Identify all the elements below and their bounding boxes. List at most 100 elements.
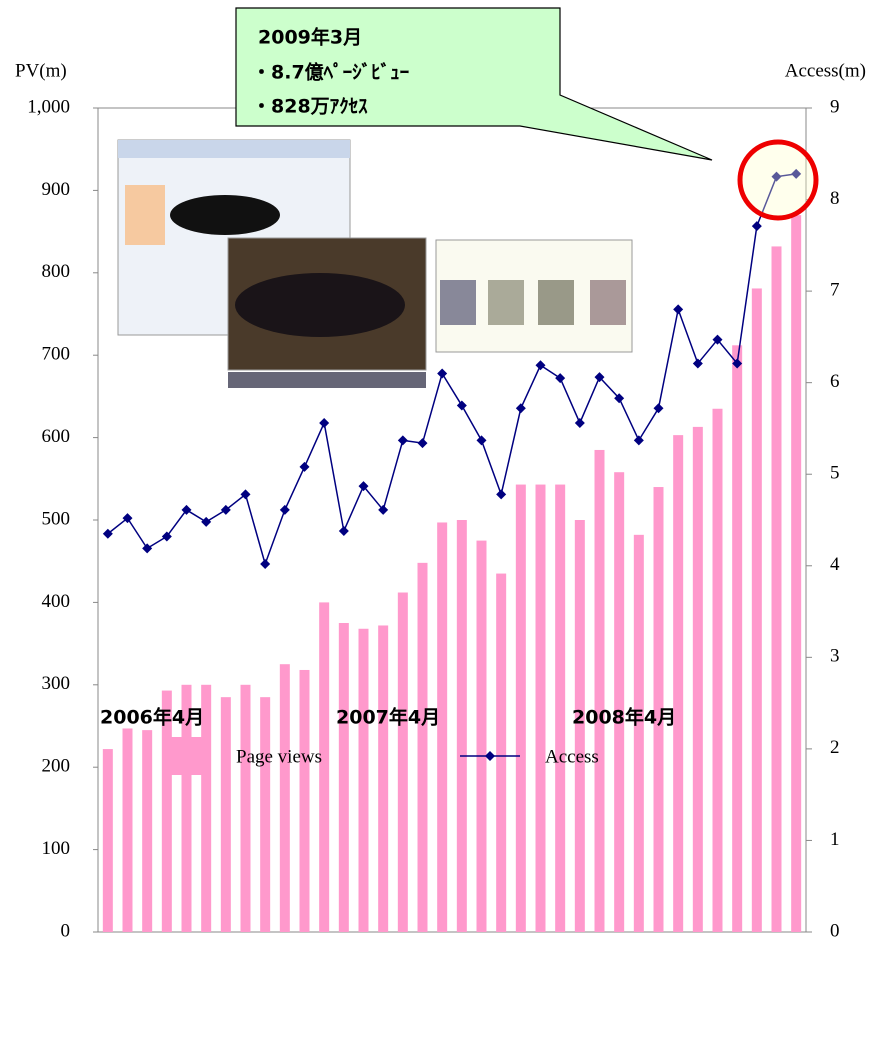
bar xyxy=(535,484,546,932)
marker xyxy=(515,403,526,414)
y2-tick-label: 5 xyxy=(830,463,840,484)
screenshots xyxy=(117,139,633,388)
y-tick-label: 100 xyxy=(42,838,71,859)
legend-marker xyxy=(485,751,495,761)
y-tick-label: 300 xyxy=(42,673,71,694)
marker xyxy=(594,372,605,383)
marker xyxy=(732,358,743,369)
y-tick-label: 0 xyxy=(61,920,71,941)
marker xyxy=(771,171,782,182)
callout-text: 2009年3月 xyxy=(258,26,362,49)
bar xyxy=(397,592,408,932)
bar xyxy=(260,697,271,932)
bar xyxy=(378,625,389,932)
marker xyxy=(358,481,369,492)
callout-text: ・8.7億ﾍﾟｰｼﾞﾋﾞｭｰ xyxy=(252,61,409,84)
bar xyxy=(181,684,192,932)
screenshot-thumb xyxy=(538,280,574,325)
bar xyxy=(732,345,743,932)
y2-tick-label: 3 xyxy=(830,646,840,667)
screenshot-toolbar xyxy=(118,140,350,158)
y-tick-label: 400 xyxy=(42,591,71,612)
bar xyxy=(555,484,566,932)
legend-swatch xyxy=(163,737,210,775)
bar xyxy=(279,664,290,932)
highlight-circle xyxy=(737,139,819,221)
marker xyxy=(456,400,467,411)
marker xyxy=(240,489,251,500)
bar xyxy=(692,426,703,932)
marker xyxy=(476,435,487,446)
y2-tick-label: 0 xyxy=(830,920,840,941)
x-tick-label: 2008年4月 xyxy=(572,706,676,729)
y-tick-label: 900 xyxy=(42,179,71,200)
screenshot-thumb xyxy=(440,280,476,325)
bar xyxy=(751,288,762,932)
marker xyxy=(417,438,428,449)
marker xyxy=(712,334,723,345)
marker xyxy=(260,558,271,569)
legend-label: Access xyxy=(545,746,599,767)
marker xyxy=(102,528,113,539)
marker xyxy=(338,525,349,536)
bar xyxy=(791,215,802,932)
bar xyxy=(476,540,487,932)
bar xyxy=(712,408,723,932)
bar xyxy=(594,449,605,932)
plot-area xyxy=(93,107,812,933)
marker xyxy=(751,221,762,232)
screenshot-car xyxy=(235,273,405,337)
bar xyxy=(142,730,153,932)
bar xyxy=(633,534,644,932)
x-tick-label: 2006年4月 xyxy=(100,706,204,729)
marker xyxy=(496,489,507,500)
legend-label: Page views xyxy=(236,746,322,767)
marker xyxy=(122,513,133,524)
y-axis-title: PV(m) xyxy=(15,60,67,81)
y-tick-label: 700 xyxy=(42,344,71,365)
x-tick-label: 2007年4月 xyxy=(336,706,440,729)
bar xyxy=(515,484,526,932)
bar xyxy=(771,246,782,932)
marker xyxy=(319,417,330,428)
overlay xyxy=(102,168,802,569)
marker xyxy=(633,435,644,446)
y-tick-label: 800 xyxy=(42,261,71,282)
marker xyxy=(653,403,664,414)
y2-tick-label: 4 xyxy=(830,554,840,575)
marker xyxy=(535,360,546,371)
marker xyxy=(437,368,448,379)
marker xyxy=(574,417,585,428)
y-tick-label: 500 xyxy=(42,508,71,529)
bar xyxy=(673,435,684,932)
y2-tick-label: 8 xyxy=(830,188,840,209)
marker xyxy=(555,373,566,384)
marker xyxy=(220,504,231,515)
line xyxy=(107,173,797,567)
bar xyxy=(102,749,113,932)
bar xyxy=(338,623,349,932)
legend: Page views Access xyxy=(163,737,599,775)
bar xyxy=(299,669,310,932)
bar xyxy=(319,602,330,932)
bar xyxy=(574,520,585,932)
bar xyxy=(614,472,625,932)
marker xyxy=(614,393,625,404)
y-tick-label: 1,000 xyxy=(27,96,70,117)
screenshot-car xyxy=(170,195,280,235)
bar xyxy=(496,573,507,932)
bar xyxy=(240,684,251,932)
y-tick-label: 200 xyxy=(42,756,71,777)
y2-tick-label: 7 xyxy=(830,279,840,300)
y2-tick-label: 2 xyxy=(830,737,840,758)
callout-text: ・828万ｱｸｾｽ xyxy=(252,96,368,118)
marker xyxy=(142,543,153,554)
marker xyxy=(201,516,212,527)
marker xyxy=(692,358,703,369)
marker xyxy=(397,435,408,446)
bar xyxy=(201,684,212,932)
bar xyxy=(122,728,133,932)
screenshot-thumb xyxy=(590,280,626,325)
